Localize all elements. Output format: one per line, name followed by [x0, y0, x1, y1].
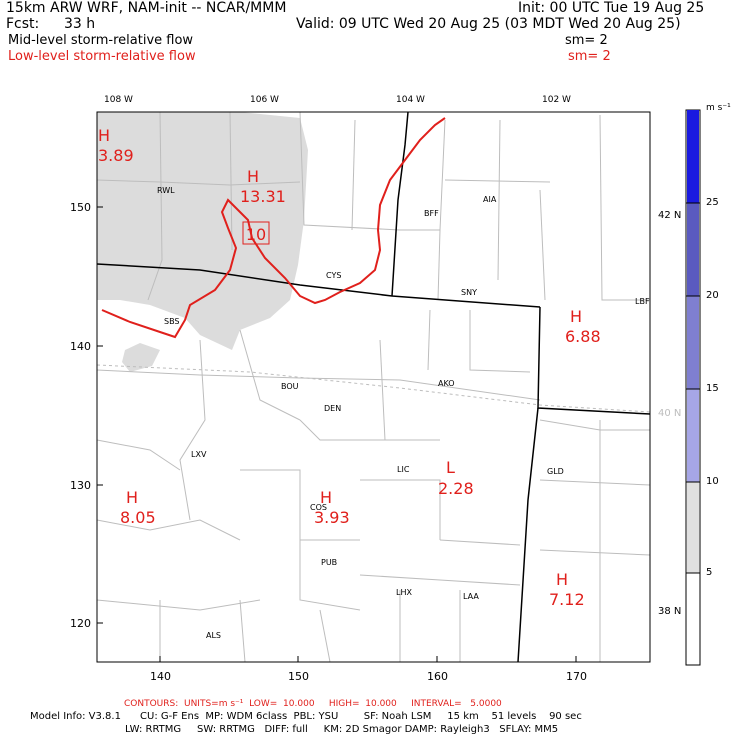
colorbar-swatch-2	[687, 389, 699, 482]
colorbar-label: 5	[706, 567, 713, 578]
grid-label: 130	[70, 479, 91, 492]
init-time: Init: 00 UTC Tue 19 Aug 25	[518, 0, 705, 16]
colorbar-swatch-3	[687, 296, 699, 389]
lon-label: 108 W	[104, 95, 133, 105]
colorbar-label: 15	[706, 383, 719, 394]
station-label: GLD	[547, 467, 564, 476]
station-label: LBF	[635, 297, 650, 306]
red-contours	[101, 117, 446, 339]
contour-label: 10	[246, 225, 266, 244]
colorbar-label: 10	[706, 476, 719, 487]
low-level-smoothing: sm= 2	[568, 49, 611, 64]
station-label: CYS	[326, 271, 342, 280]
station-label: LIC	[397, 465, 410, 474]
colorbar	[685, 109, 701, 666]
contour-label-box	[242, 221, 270, 245]
extremum-letter: L	[446, 458, 455, 477]
extremum-letter: H	[556, 570, 569, 589]
lat-label: 38 N	[658, 606, 682, 617]
dashed-line	[96, 364, 651, 413]
extremum-letter: H	[320, 488, 333, 507]
mid-level-smoothing: sm= 2	[565, 33, 608, 48]
station-label: LXV	[191, 450, 207, 459]
model-info-line2: LW: RRTMG SW: RRTMG DIFF: full KM: 2D Sm…	[125, 724, 559, 735]
station-label: BFF	[424, 209, 439, 218]
contour-info: CONTOURS: UNITS=m s⁻¹ LOW= 10.000 HIGH= …	[124, 699, 502, 709]
grid-label: 170	[566, 670, 587, 683]
model-info-line1: Model Info: V3.8.1 CU: G-F Ens MP: WDM 6…	[30, 711, 582, 722]
colorbar-units: m s⁻¹	[706, 103, 731, 113]
grid-label: 150	[70, 201, 91, 214]
station-label: RWL	[157, 186, 175, 195]
boundary-lines	[96, 111, 651, 663]
extremum-letter: H	[126, 488, 139, 507]
colorbar-label: 25	[706, 197, 719, 208]
extremum-value: 3.89	[98, 146, 134, 165]
lat-label: 42 N	[658, 210, 682, 221]
grid-label: 140	[70, 340, 91, 353]
station-label: SNY	[461, 288, 477, 297]
lon-label: 104 W	[396, 95, 425, 105]
colorbar-swatch-5	[687, 110, 699, 203]
grid-label: 120	[70, 617, 91, 630]
grid-label: 160	[427, 670, 448, 683]
extremum-value: 7.12	[549, 590, 585, 609]
lat-label: 40 N	[658, 408, 682, 419]
colorbar-swatch-1	[687, 482, 699, 573]
forecast-label: Fcst:	[6, 16, 40, 32]
station-label: LHX	[396, 588, 412, 597]
extremum-value: 6.88	[565, 327, 601, 346]
station-label: PUB	[321, 558, 338, 567]
extremum-value: 2.28	[438, 479, 474, 498]
extremum-value: 8.05	[120, 508, 156, 527]
valid-time: Valid: 09 UTC Wed 20 Aug 25 (03 MDT Wed …	[296, 16, 681, 32]
station-label: BOU	[281, 382, 299, 391]
lon-label: 106 W	[250, 95, 279, 105]
low-level-label: Low-level storm-relative flow	[8, 49, 196, 64]
forecast-hour: 33 h	[64, 16, 96, 32]
colorbar-label: 20	[706, 290, 719, 301]
lon-label: 102 W	[542, 95, 571, 105]
extremum-letter: H	[570, 307, 583, 326]
station-label: COS	[310, 503, 327, 512]
shaded-region	[97, 112, 308, 350]
extremum-value: 13.31	[240, 187, 286, 206]
station-label: SBS	[164, 317, 180, 326]
station-label: DEN	[324, 404, 342, 413]
extremum-value: 3.93	[314, 508, 350, 527]
mid-level-label: Mid-level storm-relative flow	[8, 33, 194, 48]
grid-label: 150	[288, 670, 309, 683]
extremum-letter: H	[98, 126, 111, 145]
model-title: 15km ARW WRF, NAM-init -- NCAR/MMM	[6, 0, 287, 16]
grid-label: 140	[150, 670, 171, 683]
state-borders	[96, 111, 651, 663]
colorbar-swatch-4	[687, 203, 699, 296]
map-frame	[96, 111, 651, 663]
station-label: AKO	[438, 379, 455, 388]
colorbar-swatch-0	[687, 573, 699, 664]
station-label: AIA	[483, 195, 497, 204]
station-label: ALS	[206, 631, 222, 640]
tick-marks	[97, 206, 577, 662]
extremum-letter: H	[247, 167, 260, 186]
station-label: LAA	[463, 592, 479, 601]
shaded-region-small	[122, 343, 160, 372]
